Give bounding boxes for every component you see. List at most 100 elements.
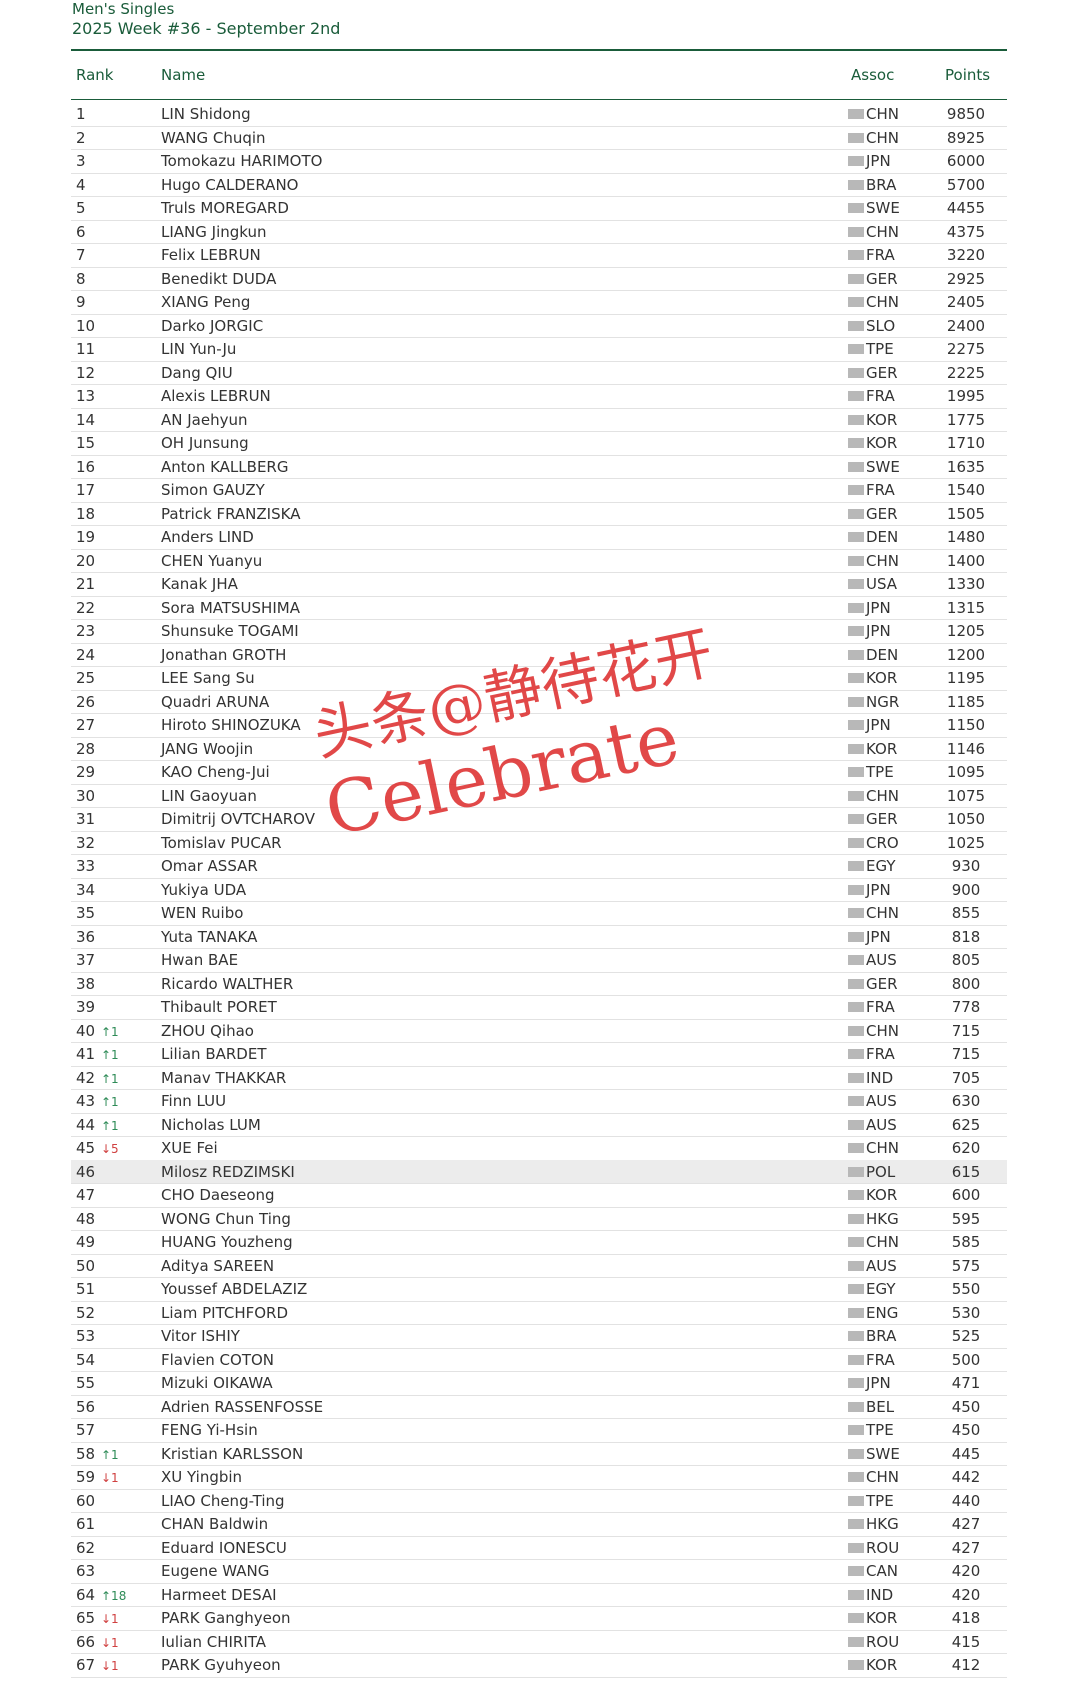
subtitle: 2025 Week #36 - September 2nd [72, 19, 341, 38]
player-name: Kristian KARLSSON [161, 1444, 304, 1463]
assoc: CHN [866, 222, 899, 241]
rank: 64 [76, 1585, 96, 1604]
assoc: JPN [866, 1374, 891, 1392]
player-name: LIANG Jingkun [161, 222, 267, 241]
player-name: Truls MOREGARD [161, 199, 289, 217]
rank: 59 [76, 1468, 96, 1486]
flag-icon [848, 884, 864, 895]
player-name: Quadri ARUNA [161, 692, 270, 711]
table-row: 56 Adrien RASSENFOSSE BEL 450 [71, 1395, 1007, 1419]
flag-icon [848, 1331, 864, 1341]
table-row: 43 ↑1 Finn LUU AUS 630 [71, 1089, 1007, 1114]
assoc: TPE [866, 1421, 894, 1439]
table-row: 45 ↓5 XUE Fei CHN 620 [71, 1136, 1007, 1161]
assoc: GER [866, 504, 898, 523]
flag-icon [848, 790, 864, 801]
flag-icon [848, 532, 864, 542]
rank: 8 [76, 269, 86, 288]
assoc: DEN [866, 645, 899, 664]
rank: 22 [76, 598, 96, 617]
table-row: 3 Tomokazu HARIMOTO JPN 6000 [71, 149, 1007, 174]
assoc: AUS [866, 951, 897, 969]
rank-change: ↓1 [101, 1635, 119, 1650]
rank: 60 [76, 1491, 96, 1510]
player-name: Lilian BARDET [161, 1045, 267, 1063]
table-row: 24 Jonathan GROTH DEN 1200 [71, 643, 1007, 667]
player-name: Aditya SAREEN [161, 1256, 275, 1275]
rank: 13 [76, 387, 96, 405]
rank: 17 [76, 481, 96, 499]
rank: 54 [76, 1350, 96, 1369]
player-name: Dimitrij OVTCHAROV [161, 810, 315, 828]
player-name: XU Yingbin [161, 1468, 243, 1486]
rank: 66 [76, 1632, 96, 1651]
assoc: SWE [866, 199, 900, 217]
col-header: Name [161, 66, 206, 84]
flag-icon [848, 414, 864, 425]
flag-icon [848, 1448, 864, 1459]
player-name: Shunsuke TOGAMI [161, 622, 299, 640]
player-name: Alexis LEBRUN [161, 387, 271, 405]
table-row: 9 XIANG Peng CHN 2405 [71, 290, 1007, 315]
flag-icon [848, 649, 864, 660]
player-name: Milosz REDZIMSKI [161, 1162, 295, 1181]
assoc: CHN [866, 904, 899, 922]
assoc: TPE [866, 1491, 894, 1510]
player-name: OH Junsung [161, 434, 249, 452]
assoc: DEN [866, 528, 899, 546]
assoc: JPN [866, 622, 891, 640]
flag-icon [848, 1542, 864, 1553]
rank-change: ↓5 [101, 1142, 119, 1156]
rank: 21 [76, 575, 96, 593]
rank: 65 [76, 1609, 96, 1627]
assoc: FRA [866, 1350, 895, 1369]
table-row: 1 LIN Shidong CHN 9850 [71, 102, 1007, 127]
table-row: 59 ↓1 XU Yingbin CHN 442 [71, 1465, 1007, 1490]
rank: 56 [76, 1397, 96, 1416]
flag-icon [848, 1025, 864, 1036]
rank: 35 [76, 904, 96, 922]
flag-icon [848, 1284, 864, 1294]
flag-icon [848, 1307, 864, 1318]
player-name: Thibault PORET [161, 998, 277, 1016]
player-name: PARK Gyuhyeon [161, 1656, 281, 1674]
table-row: 67 ↓1 PARK Gyuhyeon KOR 412 [71, 1653, 1007, 1678]
rank-change: ↑1 [101, 1024, 119, 1039]
assoc: ENG [866, 1303, 899, 1322]
player-name: Hugo CALDERANO [161, 175, 299, 194]
rank: 58 [76, 1444, 96, 1463]
flag-icon [848, 673, 864, 683]
player-name: Tomislav PUCAR [161, 833, 282, 852]
col-header: Points [945, 66, 991, 84]
flag-icon [848, 461, 864, 472]
assoc: CHN [866, 1233, 899, 1251]
flag-icon [848, 203, 864, 213]
flag-icon [848, 1072, 864, 1083]
table-row: 14 AN Jaehyun KOR 1775 [71, 408, 1007, 432]
rank: 29 [76, 763, 96, 781]
table-row: 65 ↓1 PARK Ganghyeon KOR 418 [71, 1606, 1007, 1631]
assoc: CHN [866, 1139, 899, 1157]
assoc: TPE [866, 340, 894, 358]
player-name: Anders LIND [161, 528, 254, 546]
table-row: 53 Vitor ISHIY BRA 525 [71, 1324, 1007, 1349]
flag-icon [848, 1213, 864, 1224]
player-name: Ricardo WALTHER [161, 974, 294, 993]
table-row: 41 ↑1 Lilian BARDET FRA 715 [71, 1042, 1007, 1067]
flag-icon [848, 602, 864, 613]
flag-icon [848, 1495, 864, 1506]
flag-icon [848, 1519, 864, 1529]
player-name: Eugene WANG [161, 1562, 270, 1580]
flag-icon [848, 1166, 864, 1177]
rank: 2 [76, 128, 86, 147]
player-name: Hwan BAE [161, 951, 239, 969]
title: Men's Singles [72, 0, 175, 18]
table-row: 55 Mizuki OIKAWA JPN 471 [71, 1371, 1007, 1396]
assoc: BEL [866, 1397, 895, 1416]
flag-icon [848, 720, 864, 730]
player-name: XIANG Peng [161, 293, 251, 311]
flag-icon [848, 508, 864, 519]
flag-icon [848, 1354, 864, 1365]
assoc: FRA [866, 246, 895, 264]
rank: 37 [76, 951, 96, 969]
